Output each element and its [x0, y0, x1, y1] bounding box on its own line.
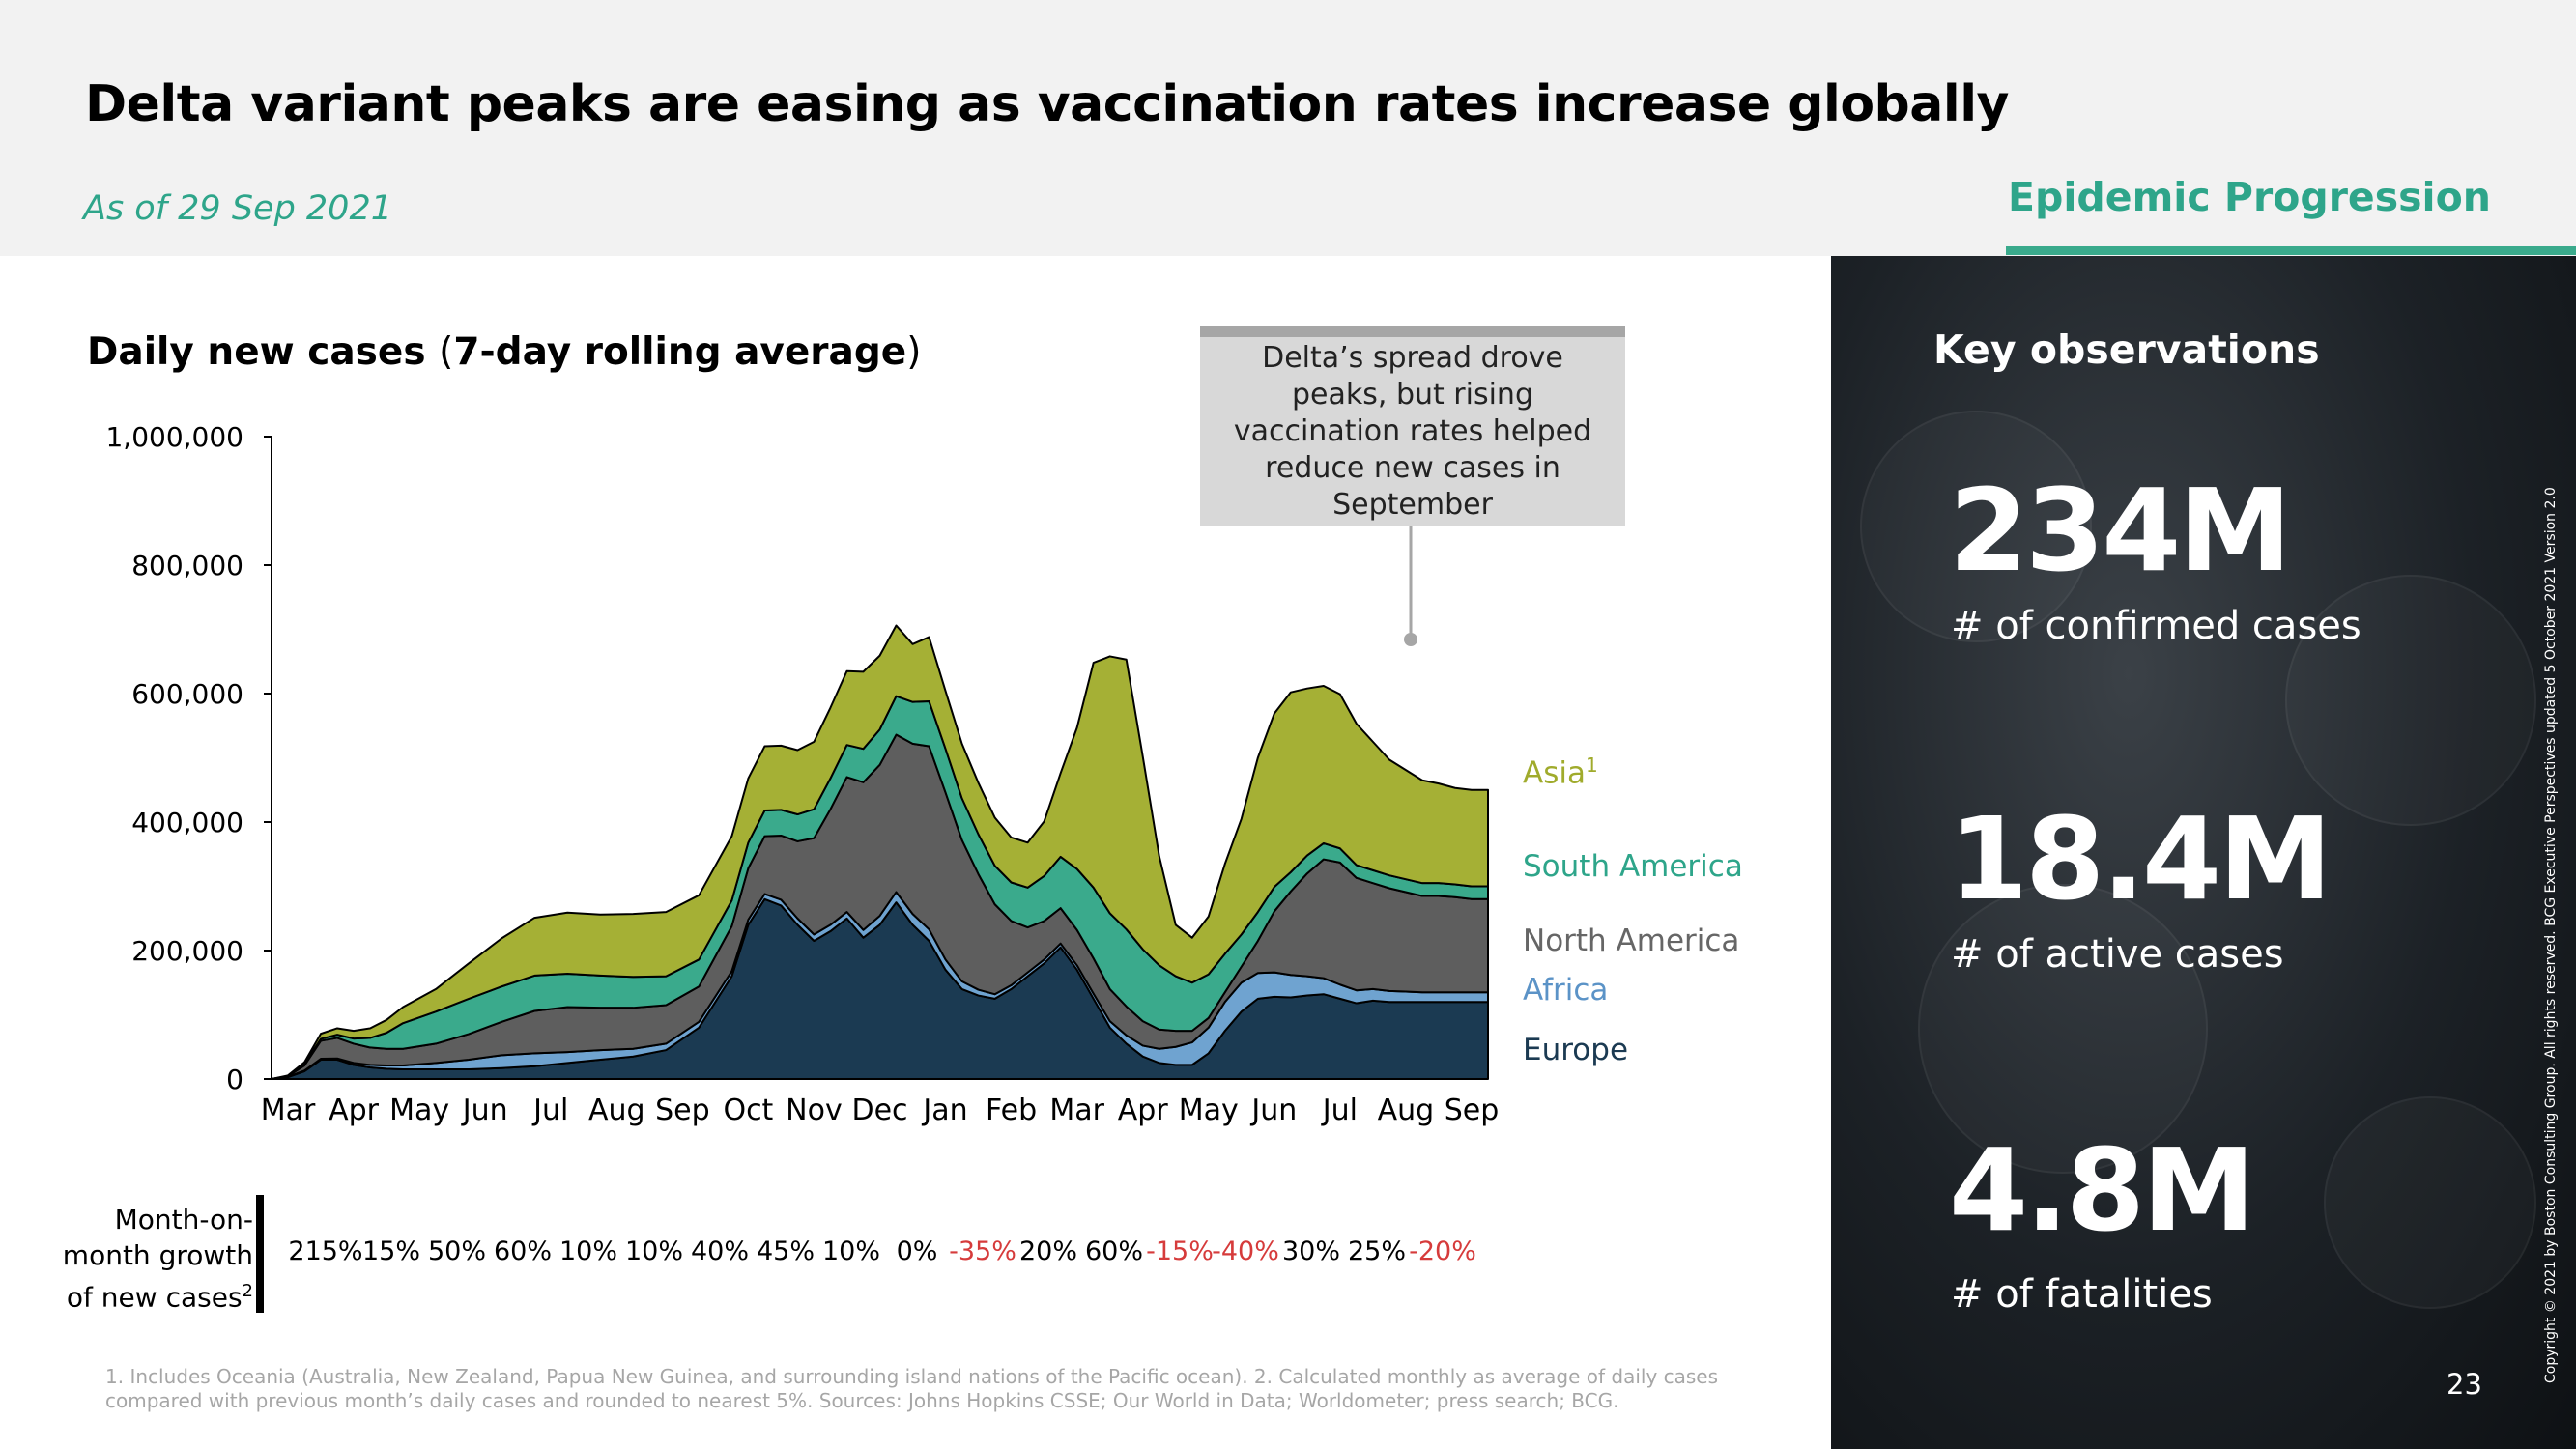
fatalities-value: 4.8M [1949, 1123, 2255, 1257]
growth-value: 215% [288, 1236, 363, 1266]
area-asia [271, 624, 1489, 1080]
growth-label: Month-on-month growth of new cases2 [39, 1202, 253, 1315]
growth-value: 10% [558, 1236, 618, 1266]
growth-value: 25% [1347, 1236, 1407, 1266]
y-tick-label: 800,000 [131, 550, 243, 582]
y-tick-label: 1,000,000 [105, 421, 243, 453]
legend-north-america: North America [1523, 923, 1740, 958]
header-band [0, 0, 2576, 256]
chart-title-main: Daily new cases [87, 330, 426, 374]
fatalities-label: # of fatalities [1951, 1272, 2213, 1317]
y-tick-label: 400,000 [131, 807, 243, 838]
confirmed-cases-value: 234M [1949, 464, 2292, 597]
x-tick-label: Apr [1118, 1094, 1169, 1127]
x-tick-label: Jan [921, 1094, 967, 1127]
chart-title-paren-open: ( [439, 330, 454, 374]
growth-value: -35% [949, 1236, 1016, 1266]
chart-title-inner: 7-day rolling average [453, 330, 907, 374]
areas-layer [271, 624, 1489, 1080]
x-tick-label: Dec [851, 1094, 907, 1127]
key-observations-title: Key observations [1933, 327, 2320, 373]
area-chart: 0 200,000 400,000 600,000 800,000 1,000,000 Ma… [105, 421, 1499, 1127]
callout-box: Delta’s spread drove peaks, but rising v… [1200, 326, 1625, 526]
active-cases-value: 18.4M [1949, 792, 2333, 925]
chart-title-paren-close: ) [906, 330, 922, 374]
growth-bar [256, 1195, 264, 1313]
growth-value: -15% [1146, 1236, 1214, 1266]
axes-layer: 0 200,000 400,000 600,000 800,000 1,000,000 Ma… [105, 421, 1499, 1127]
callout-pointer [1404, 526, 1417, 646]
legend-asia: Asia1 [1523, 753, 1598, 791]
confirmed-cases-label: # of confirmed cases [1951, 604, 2361, 648]
growth-value: 20% [1018, 1236, 1078, 1266]
x-tick-label: Sep [1445, 1094, 1500, 1127]
growth-value: 0% [896, 1236, 938, 1266]
x-tick-label: Oct [723, 1094, 773, 1127]
legend-south-america: South America [1523, 849, 1743, 884]
growth-value: 50% [427, 1236, 487, 1266]
growth-value: 60% [493, 1236, 553, 1266]
x-tick-label: May [1179, 1094, 1239, 1127]
x-tick-label: May [389, 1094, 449, 1127]
page-number: 23 [2447, 1368, 2482, 1401]
copyright-notice: Copyright © 2021 by Boston Consulting Gr… [2543, 487, 2559, 1383]
callout-text: Delta’s spread drove peaks, but rising v… [1233, 341, 1592, 522]
as-of-date: As of 29 Sep 2021 [83, 189, 392, 228]
x-tick-label: Nov [786, 1094, 843, 1127]
section-underline [2006, 246, 2576, 255]
growth-value: 10% [821, 1236, 881, 1266]
growth-label-text: Month-on-month growth of new cases [62, 1204, 253, 1314]
legend-asia-footnote-mark: 1 [1585, 753, 1598, 777]
growth-value: 10% [624, 1236, 684, 1266]
background-bubble [2324, 1096, 2536, 1309]
background-bubble [1918, 884, 2208, 1174]
x-tick-label: Feb [986, 1094, 1037, 1127]
x-tick-label: Sep [655, 1094, 710, 1127]
growth-value: -20% [1409, 1236, 1476, 1266]
x-tick-label: Jul [531, 1094, 568, 1127]
active-cases-label: # of active cases [1951, 932, 2284, 977]
section-label: Epidemic Progression [2008, 174, 2491, 220]
growth-value: 15% [361, 1236, 421, 1266]
x-tick-label: Jun [1249, 1094, 1297, 1127]
legend-africa: Africa [1523, 973, 1609, 1008]
y-tick-label: 600,000 [131, 678, 243, 710]
x-tick-label: Aug [1378, 1094, 1435, 1127]
growth-value: -40% [1212, 1236, 1279, 1266]
x-tick-label: Mar [261, 1094, 316, 1127]
x-tick-label: Jun [461, 1094, 508, 1127]
growth-value: 60% [1084, 1236, 1144, 1266]
growth-value: 45% [756, 1236, 816, 1266]
x-tick-label: Aug [588, 1094, 645, 1127]
x-tick-label: Jul [1321, 1094, 1358, 1127]
background-bubble [2285, 575, 2536, 826]
page-title: Delta variant peaks are easing as vaccin… [85, 75, 2009, 133]
footnote: 1. Includes Oceania (Australia, New Zeal… [105, 1365, 1719, 1412]
background-bubble [1860, 411, 2092, 642]
x-tick-label: Mar [1049, 1094, 1104, 1127]
growth-value: 30% [1281, 1236, 1341, 1266]
y-tick-label: 0 [226, 1064, 243, 1095]
y-tick-label: 200,000 [131, 935, 243, 967]
x-tick-label: Apr [329, 1094, 380, 1127]
legend-europe: Europe [1523, 1033, 1629, 1067]
growth-value: 40% [690, 1236, 750, 1266]
key-observations-panel [1831, 256, 2576, 1449]
growth-label-footnote-mark: 2 [242, 1281, 253, 1301]
chart-title: Daily new cases (7-day rolling average) [87, 330, 921, 374]
